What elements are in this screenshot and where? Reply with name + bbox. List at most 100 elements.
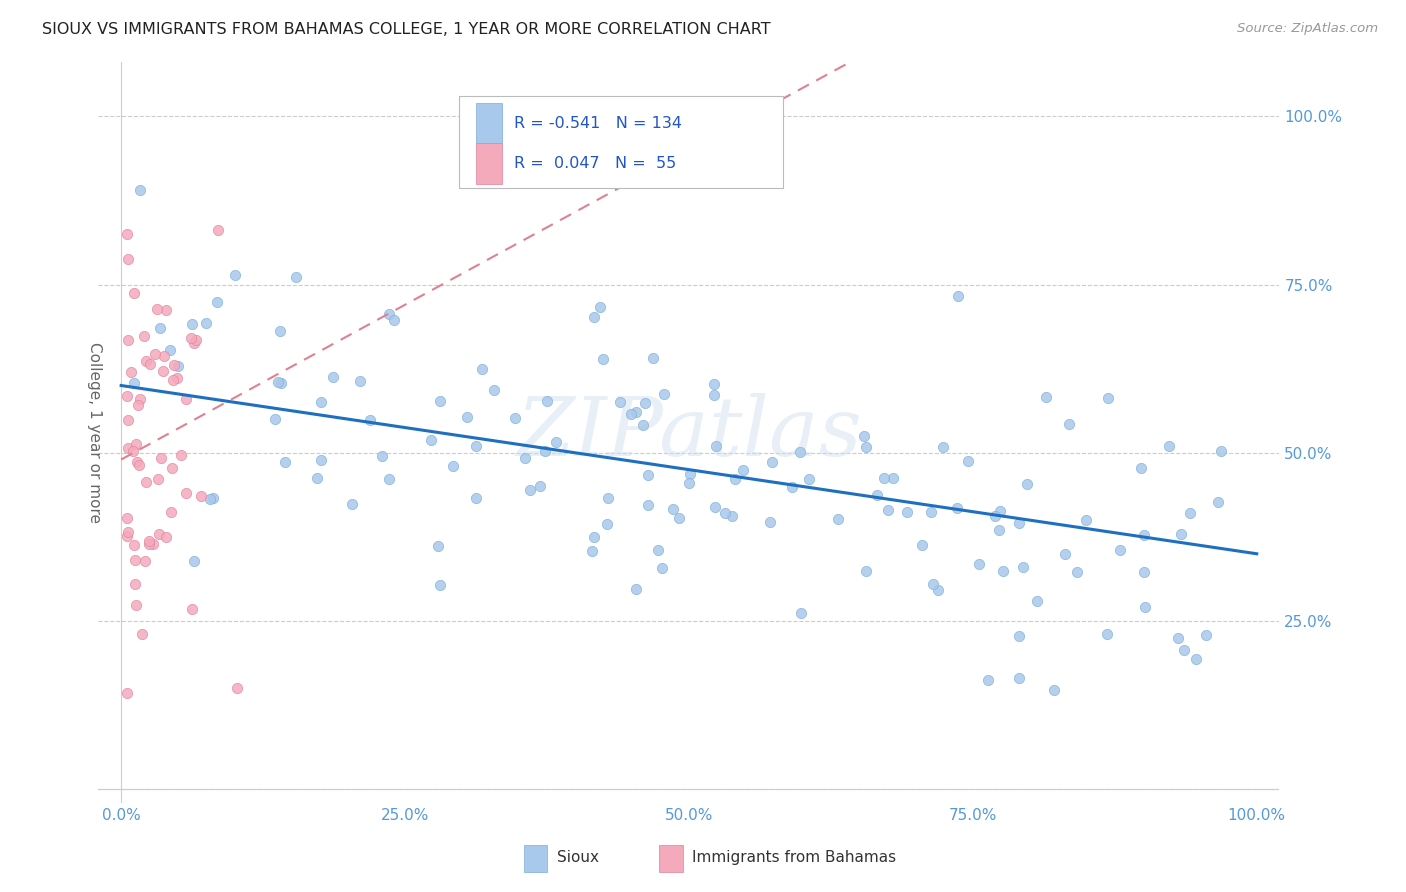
Point: [703, 387, 725, 401]
Point: [146, 302, 169, 317]
Point: [668, 511, 690, 525]
Point: [117, 333, 139, 347]
Point: [797, 472, 820, 486]
Point: [132, 328, 155, 343]
Point: [420, 433, 443, 447]
Point: [882, 470, 904, 484]
Point: [267, 376, 290, 390]
Point: [515, 451, 537, 466]
Point: [117, 252, 139, 267]
Point: [471, 362, 494, 376]
Point: [270, 376, 292, 390]
Point: [855, 440, 877, 454]
Point: [922, 576, 945, 591]
Point: [1066, 565, 1088, 579]
Point: [1195, 628, 1218, 642]
Point: [184, 333, 207, 347]
Point: [159, 343, 181, 358]
Point: [724, 472, 747, 486]
Point: [148, 527, 170, 541]
Text: R =  0.047   N =  55: R = 0.047 N = 55: [515, 156, 676, 170]
Point: [115, 227, 138, 241]
Point: [224, 268, 246, 282]
Point: [704, 500, 727, 515]
Point: [651, 561, 673, 575]
Text: Immigrants from Bahamas: Immigrants from Bahamas: [693, 850, 897, 865]
Point: [149, 450, 172, 465]
Point: [194, 316, 217, 330]
Point: [441, 458, 464, 473]
Point: [1008, 629, 1031, 643]
Point: [378, 472, 401, 486]
Point: [183, 336, 205, 351]
Point: [790, 606, 813, 620]
Text: ZIPatlas: ZIPatlas: [516, 392, 862, 473]
Bar: [477, 143, 502, 184]
Point: [305, 471, 328, 485]
Point: [285, 269, 308, 284]
Point: [592, 352, 614, 367]
Y-axis label: College, 1 year or more: College, 1 year or more: [87, 343, 103, 523]
Point: [1043, 682, 1066, 697]
Point: [166, 359, 188, 374]
Point: [143, 347, 166, 361]
Bar: [659, 845, 683, 871]
Point: [128, 392, 150, 407]
Point: [1008, 672, 1031, 686]
Point: [226, 681, 249, 696]
Point: [274, 455, 297, 469]
Point: [927, 582, 949, 597]
Point: [853, 429, 876, 443]
Point: [127, 398, 149, 412]
Point: [190, 489, 212, 503]
Point: [1008, 516, 1031, 530]
Point: [115, 388, 138, 402]
Point: [131, 626, 153, 640]
Point: [503, 411, 526, 425]
Point: [609, 395, 631, 409]
Point: [155, 530, 177, 544]
Point: [662, 501, 685, 516]
Point: [1133, 565, 1156, 579]
Point: [465, 491, 488, 505]
Point: [946, 501, 969, 516]
Text: SIOUX VS IMMIGRANTS FROM BAHAMAS COLLEGE, 1 YEAR OR MORE CORRELATION CHART: SIOUX VS IMMIGRANTS FROM BAHAMAS COLLEGE…: [42, 22, 770, 37]
Point: [1095, 627, 1118, 641]
Point: [855, 564, 877, 578]
Point: [714, 506, 737, 520]
Point: [429, 578, 451, 592]
Point: [946, 289, 969, 303]
Point: [429, 393, 451, 408]
Point: [163, 358, 186, 372]
Point: [115, 686, 138, 700]
Point: [183, 554, 205, 568]
Point: [652, 386, 675, 401]
Point: [174, 392, 197, 406]
Point: [426, 540, 449, 554]
Point: [180, 317, 202, 331]
Point: [201, 491, 224, 506]
Point: [378, 307, 401, 321]
Point: [180, 331, 202, 345]
Point: [984, 508, 1007, 523]
Point: [647, 542, 669, 557]
Point: [920, 505, 942, 519]
Point: [990, 504, 1012, 518]
Point: [641, 351, 664, 366]
Point: [1133, 528, 1156, 542]
Point: [198, 491, 221, 506]
Point: [139, 358, 162, 372]
Point: [117, 413, 139, 427]
Point: [866, 488, 889, 502]
Point: [896, 505, 918, 519]
Point: [533, 444, 555, 458]
Point: [589, 300, 612, 314]
Point: [322, 370, 344, 384]
Point: [529, 479, 551, 493]
Point: [269, 325, 291, 339]
Point: [207, 295, 229, 310]
Point: [160, 461, 183, 475]
Point: [146, 472, 169, 486]
Point: [977, 673, 1000, 688]
Point: [1076, 512, 1098, 526]
